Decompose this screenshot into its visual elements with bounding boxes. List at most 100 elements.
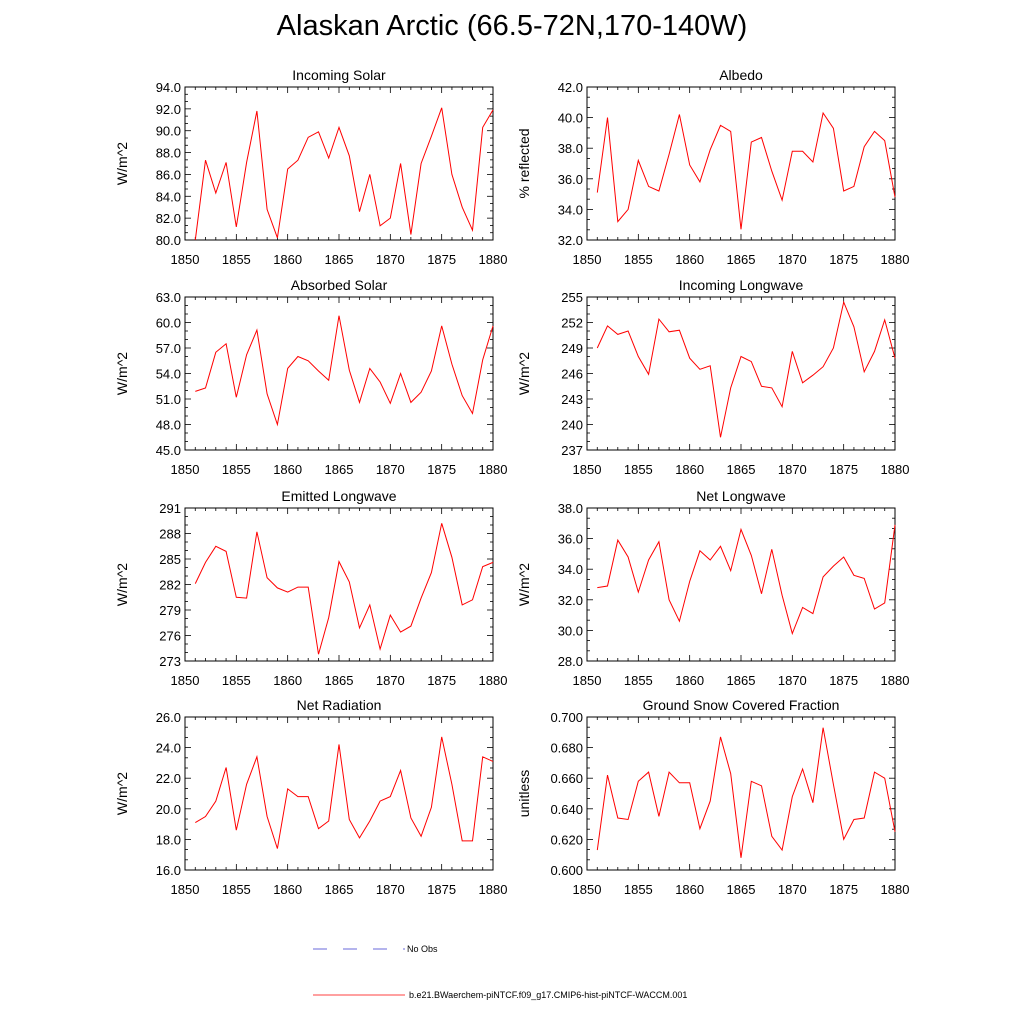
y-tick-label: 90.0 <box>156 124 181 139</box>
x-tick-label: 1860 <box>675 882 704 897</box>
figure-title: Alaskan Arctic (66.5-72N,170-140W) <box>276 10 748 42</box>
y-tick-label: 63.0 <box>156 290 181 305</box>
x-tick-label: 1865 <box>727 882 756 897</box>
x-tick-label: 1860 <box>675 252 704 267</box>
panel-incoming-solar: Incoming Solar W/m^2 1850 1855 1860 1865 1870 1… <box>114 67 507 267</box>
plot-frame <box>586 296 896 451</box>
series-line <box>195 315 494 427</box>
panel-ground-snow-covered-fraction: Ground Snow Covered Fraction unitless 1850… <box>516 697 909 897</box>
y-tick-label: 26.0 <box>156 710 181 725</box>
y-tick-label: 279 <box>159 603 181 618</box>
x-tick-label: 1870 <box>778 882 807 897</box>
panel-title: Albedo <box>719 67 763 83</box>
plot-frame <box>184 507 494 662</box>
x-tick-label: 1880 <box>881 882 910 897</box>
series-line <box>596 300 896 438</box>
y-tick-label: 82.0 <box>156 211 181 226</box>
x-tick-label: 1870 <box>376 252 405 267</box>
x-tick-label: 1875 <box>829 673 858 688</box>
x-tick-label: 1880 <box>881 673 910 688</box>
y-tick-label: 285 <box>159 552 181 567</box>
x-tick-label: 1860 <box>675 673 704 688</box>
x-tick-label: 1850 <box>171 462 200 477</box>
y-tick-label: 0.680 <box>550 741 583 756</box>
y-tick-label: 80.0 <box>156 233 181 248</box>
panel-title: Incoming Longwave <box>679 277 804 293</box>
x-tick-label: 1860 <box>675 462 704 477</box>
y-tick-label: 84.0 <box>156 189 181 204</box>
x-tick-label: 1870 <box>778 252 807 267</box>
plot-frame <box>184 716 494 871</box>
y-tick-label: 276 <box>159 629 181 644</box>
y-axis-label: W/m^2 <box>114 352 130 395</box>
panel-emitted-longwave: Emitted Longwave W/m^2 1850 1855 1860 1865 187… <box>114 488 507 688</box>
y-tick-label: 0.620 <box>550 832 583 847</box>
x-tick-label: 1855 <box>222 882 251 897</box>
y-tick-label: 32.0 <box>558 233 583 248</box>
panel-albedo: Albedo % reflected 1850 1855 1860 1865 1870 187… <box>516 67 909 267</box>
panel-title: Net Longwave <box>696 488 786 504</box>
y-tick-label: 45.0 <box>156 443 181 458</box>
y-tick-label: 20.0 <box>156 802 181 817</box>
plot-frame <box>586 716 896 871</box>
x-tick-label: 1880 <box>881 252 910 267</box>
x-tick-label: 1850 <box>573 673 602 688</box>
y-tick-label: 36.0 <box>558 172 583 187</box>
y-tick-label: 38.0 <box>558 501 583 516</box>
panel-net-radiation: Net Radiation W/m^2 1850 1855 1860 1865 1870 18… <box>114 697 507 897</box>
legend-no-obs-line <box>313 948 405 950</box>
y-tick-label: 60.0 <box>156 316 181 331</box>
y-axis-label: unitless <box>516 770 532 817</box>
y-tick-label: 240 <box>561 418 583 433</box>
x-tick-label: 1875 <box>427 673 456 688</box>
y-axis-label: W/m^2 <box>516 352 532 395</box>
x-tick-label: 1865 <box>727 673 756 688</box>
x-tick-label: 1855 <box>624 882 653 897</box>
x-tick-label: 1865 <box>727 252 756 267</box>
x-tick-label: 1865 <box>325 462 354 477</box>
legend-model-line <box>313 994 405 996</box>
legend-model-label: b.e21.BWaerchem-piNTCF.f09_g17.CMIP6-his… <box>409 990 688 1000</box>
x-tick-label: 1870 <box>376 462 405 477</box>
x-tick-label: 1860 <box>273 673 302 688</box>
x-tick-label: 1875 <box>427 882 456 897</box>
y-tick-label: 249 <box>561 341 583 356</box>
x-tick-label: 1870 <box>376 673 405 688</box>
y-tick-label: 36.0 <box>558 532 583 547</box>
y-tick-label: 18.0 <box>156 832 181 847</box>
y-tick-label: 22.0 <box>156 771 181 786</box>
panel-title: Ground Snow Covered Fraction <box>643 697 840 713</box>
x-tick-label: 1880 <box>479 462 508 477</box>
series-line <box>195 736 494 849</box>
x-tick-label: 1875 <box>427 462 456 477</box>
y-tick-label: 246 <box>561 367 583 382</box>
y-axis-label: W/m^2 <box>114 142 130 185</box>
x-tick-label: 1860 <box>273 462 302 477</box>
y-tick-label: 288 <box>159 527 181 542</box>
y-tick-label: 51.0 <box>156 392 181 407</box>
x-tick-label: 1865 <box>325 673 354 688</box>
series-line <box>597 524 896 636</box>
x-tick-label: 1875 <box>829 462 858 477</box>
panel-title: Emitted Longwave <box>281 488 396 504</box>
y-tick-label: 255 <box>561 290 583 305</box>
plot-frame <box>586 86 896 241</box>
x-tick-label: 1865 <box>325 882 354 897</box>
y-tick-label: 28.0 <box>558 654 583 669</box>
y-tick-label: 38.0 <box>558 141 583 156</box>
y-tick-label: 48.0 <box>156 418 181 433</box>
y-tick-label: 273 <box>159 654 181 669</box>
panel-title: Net Radiation <box>297 697 382 713</box>
y-tick-label: 0.700 <box>550 710 583 725</box>
x-tick-label: 1880 <box>881 462 910 477</box>
panel-title: Incoming Solar <box>292 67 386 83</box>
legend-model: b.e21.BWaerchem-piNTCF.f09_g17.CMIP6-his… <box>313 990 687 1000</box>
x-tick-label: 1880 <box>479 882 508 897</box>
panel-net-longwave: Net Longwave W/m^2 1850 1855 1860 1865 1870 187… <box>516 488 909 688</box>
x-tick-label: 1875 <box>427 252 456 267</box>
y-tick-label: 57.0 <box>156 341 181 356</box>
y-tick-label: 88.0 <box>156 146 181 161</box>
y-tick-label: 34.0 <box>558 562 583 577</box>
x-tick-label: 1850 <box>171 673 200 688</box>
